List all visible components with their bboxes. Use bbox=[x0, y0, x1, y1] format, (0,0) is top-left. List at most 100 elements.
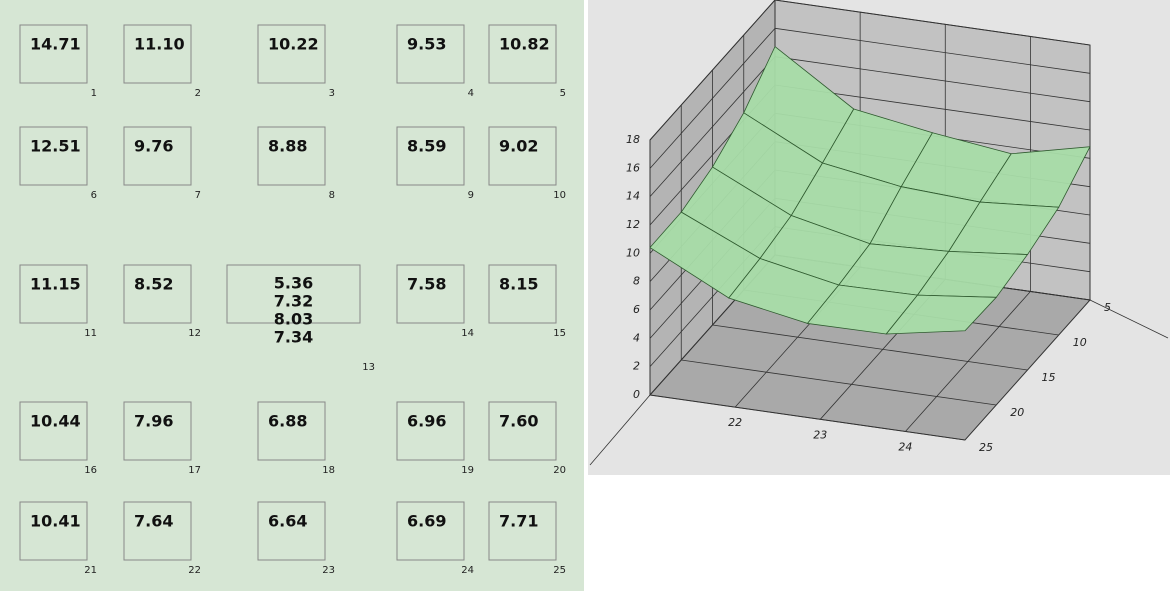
grid-line bbox=[681, 359, 997, 406]
cell-box bbox=[226, 264, 361, 324]
z-tick-label: 8 bbox=[633, 275, 640, 288]
cell-value: 7.71 bbox=[499, 512, 538, 531]
z-tick-label: 16 bbox=[626, 161, 640, 174]
cell-value: 7.34 bbox=[274, 328, 313, 347]
cell-value: 7.64 bbox=[134, 512, 173, 531]
cell-value: 11.15 bbox=[30, 275, 81, 294]
cell-value: 10.44 bbox=[30, 412, 81, 431]
y-tick-label: 15 bbox=[1042, 371, 1056, 384]
cell-index: 19 bbox=[461, 465, 474, 476]
cell-index: 12 bbox=[188, 328, 201, 339]
cell-box bbox=[488, 24, 557, 84]
grid-line bbox=[774, 0, 1091, 46]
cell-index: 22 bbox=[188, 565, 201, 576]
cell-value: 6.88 bbox=[268, 412, 307, 431]
cell-index: 7 bbox=[195, 190, 201, 201]
cell-box bbox=[488, 264, 557, 324]
cell-index: 9 bbox=[468, 190, 474, 201]
cell-value: 6.69 bbox=[407, 512, 446, 531]
cell-box bbox=[19, 401, 88, 461]
cell-box bbox=[19, 126, 88, 186]
cell-box bbox=[123, 501, 192, 561]
cell-value: 11.10 bbox=[134, 35, 185, 54]
cell-index: 1 bbox=[91, 88, 97, 99]
y-tick-label: 5 bbox=[1104, 301, 1111, 314]
cell-value: 14.71 bbox=[30, 35, 81, 54]
cell-index: 3 bbox=[329, 88, 335, 99]
cell-value: 6.96 bbox=[407, 412, 446, 431]
cell-index: 24 bbox=[461, 565, 474, 576]
cell-box bbox=[257, 501, 326, 561]
cell-box bbox=[257, 24, 326, 84]
y-tick-label: 25 bbox=[979, 441, 993, 454]
cell-box bbox=[396, 24, 465, 84]
cell-value: 7.32 bbox=[274, 292, 313, 311]
cell-value: 8.59 bbox=[407, 137, 446, 156]
grid-line bbox=[712, 324, 1028, 371]
cell-value: 9.53 bbox=[407, 35, 446, 54]
cell-box bbox=[19, 501, 88, 561]
z-tick-label: 10 bbox=[626, 246, 640, 259]
cell-index: 18 bbox=[322, 465, 335, 476]
x-tick-label: 23 bbox=[813, 428, 827, 441]
cell-value: 5.36 bbox=[274, 274, 313, 293]
cell-index: 10 bbox=[553, 190, 566, 201]
cell-value: 8.88 bbox=[268, 137, 307, 156]
grid-line bbox=[649, 394, 966, 441]
cell-box bbox=[396, 264, 465, 324]
cell-index: 8 bbox=[329, 190, 335, 201]
cell-index: 11 bbox=[84, 328, 97, 339]
z-tick-label: 14 bbox=[626, 190, 640, 203]
cells: 14.71 1 11.10 2 10.22 3 9.53 4 10.82 5 12.51 6 9.76 7… bbox=[19, 24, 566, 576]
cell-index: 21 bbox=[84, 565, 97, 576]
cell-box bbox=[123, 126, 192, 186]
cell-value: 10.41 bbox=[30, 512, 81, 531]
cell-box bbox=[19, 24, 88, 84]
cell-value: 10.82 bbox=[499, 35, 550, 54]
cell-box bbox=[257, 126, 326, 186]
cell-index: 13 bbox=[362, 362, 375, 373]
cell-box bbox=[488, 401, 557, 461]
axis-line bbox=[1089, 299, 1169, 339]
cell-index: 25 bbox=[553, 565, 566, 576]
cell-value: 8.15 bbox=[499, 275, 538, 294]
surface-patch bbox=[885, 294, 998, 335]
cell-index: 5 bbox=[560, 88, 566, 99]
cell-value: 10.22 bbox=[268, 35, 319, 54]
cell-box bbox=[488, 126, 557, 186]
cell-box bbox=[396, 501, 465, 561]
x-tick-label: 22 bbox=[728, 416, 742, 429]
cell-value: 12.51 bbox=[30, 137, 81, 156]
cell-box bbox=[123, 401, 192, 461]
grid-panel bbox=[0, 0, 584, 591]
cell-box bbox=[396, 126, 465, 186]
cell-box bbox=[488, 501, 557, 561]
z-tick-label: 0 bbox=[633, 388, 640, 401]
cell-value: 9.76 bbox=[134, 137, 173, 156]
cell-box bbox=[123, 264, 192, 324]
cell-box bbox=[123, 24, 192, 84]
cell-value: 9.02 bbox=[499, 137, 538, 156]
grid-line bbox=[774, 27, 1091, 74]
cell-index: 16 bbox=[84, 465, 97, 476]
x-tick-label: 24 bbox=[898, 440, 912, 453]
z-tick-label: 12 bbox=[626, 218, 640, 231]
y-tick-label: 10 bbox=[1073, 336, 1087, 349]
z-tick-label: 4 bbox=[633, 331, 640, 344]
cell-index: 4 bbox=[468, 88, 474, 99]
cell-value: 8.52 bbox=[134, 275, 173, 294]
cell-value: 6.64 bbox=[268, 512, 307, 531]
cell-index: 14 bbox=[461, 328, 474, 339]
cell-box bbox=[396, 401, 465, 461]
z-tick-label: 2 bbox=[633, 360, 640, 373]
cell-value: 8.03 bbox=[274, 310, 313, 329]
cell-value: 7.58 bbox=[407, 275, 446, 294]
grid-line bbox=[774, 56, 1091, 103]
z-tick-label: 18 bbox=[626, 133, 640, 146]
y-tick-label: 20 bbox=[1010, 406, 1024, 419]
cell-index: 2 bbox=[195, 88, 201, 99]
cell-index: 23 bbox=[322, 565, 335, 576]
cell-value: 7.96 bbox=[134, 412, 173, 431]
